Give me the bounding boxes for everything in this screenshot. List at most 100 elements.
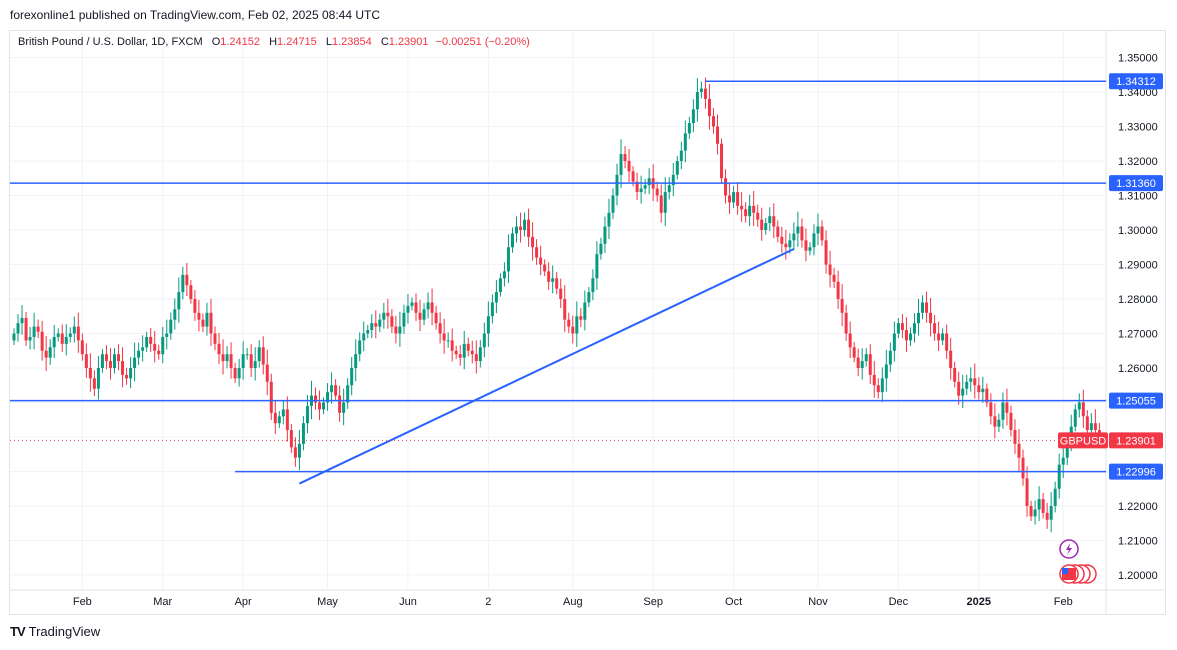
candle-body[interactable] <box>221 354 225 362</box>
candle-body[interactable] <box>442 333 446 341</box>
candle-body[interactable] <box>426 302 430 310</box>
candle-body[interactable] <box>937 333 941 341</box>
candle-body[interactable] <box>683 133 687 151</box>
candle-body[interactable] <box>820 226 824 241</box>
candle-body[interactable] <box>776 226 780 237</box>
candle-body[interactable] <box>724 178 728 196</box>
candle-body[interactable] <box>884 364 888 379</box>
candle-body[interactable] <box>398 326 402 334</box>
candle-body[interactable] <box>438 323 442 334</box>
candle-body[interactable] <box>740 205 744 210</box>
candle-body[interactable] <box>732 192 736 203</box>
candle-body[interactable] <box>117 354 121 362</box>
candle-body[interactable] <box>293 447 297 458</box>
candle-body[interactable] <box>780 236 784 244</box>
candle-body[interactable] <box>571 326 575 334</box>
candle-body[interactable] <box>338 395 342 413</box>
candle-body[interactable] <box>997 419 1001 427</box>
candle-body[interactable] <box>350 368 354 386</box>
candle-body[interactable] <box>342 402 346 413</box>
candle-body[interactable] <box>322 402 326 410</box>
candle-body[interactable] <box>374 323 378 327</box>
candle-body[interactable] <box>157 350 161 355</box>
candle-body[interactable] <box>225 354 229 362</box>
candle-body[interactable] <box>201 319 205 327</box>
candle-body[interactable] <box>1077 402 1081 410</box>
candle-body[interactable] <box>470 350 474 355</box>
candle-body[interactable] <box>486 316 490 334</box>
candle-body[interactable] <box>48 347 52 358</box>
candle-body[interactable] <box>257 347 261 362</box>
candle-body[interactable] <box>113 354 116 368</box>
candle-body[interactable] <box>587 292 591 303</box>
candle-body[interactable] <box>189 285 193 299</box>
candle-body[interactable] <box>760 219 764 230</box>
candle-body[interactable] <box>711 116 715 127</box>
candle-body[interactable] <box>314 395 317 403</box>
candle-body[interactable] <box>1057 464 1061 489</box>
candle-body[interactable] <box>169 319 173 334</box>
candle-body[interactable] <box>346 385 350 403</box>
candle-body[interactable] <box>233 368 237 379</box>
candle-body[interactable] <box>502 271 506 279</box>
candle-body[interactable] <box>603 226 607 244</box>
candle-body[interactable] <box>728 195 732 203</box>
candle-body[interactable] <box>414 302 418 313</box>
candle-body[interactable] <box>840 299 844 313</box>
candle-body[interactable] <box>1001 402 1005 420</box>
candle-body[interactable] <box>736 192 740 206</box>
candle-body[interactable] <box>804 240 808 251</box>
candle-body[interactable] <box>551 278 555 282</box>
candle-body[interactable] <box>876 385 880 393</box>
candle-body[interactable] <box>161 336 165 355</box>
candle-body[interactable] <box>506 247 510 272</box>
candle-body[interactable] <box>687 123 691 134</box>
candle-body[interactable] <box>478 347 482 362</box>
candle-body[interactable] <box>410 302 414 306</box>
candle-body[interactable] <box>12 333 16 341</box>
candle-body[interactable] <box>989 402 993 417</box>
candle-body[interactable] <box>193 299 197 313</box>
candle-body[interactable] <box>973 378 977 386</box>
candle-body[interactable] <box>281 409 285 417</box>
candle-body[interactable] <box>390 316 394 327</box>
candle-body[interactable] <box>265 364 269 382</box>
candle-body[interactable] <box>764 223 768 230</box>
candle-body[interactable] <box>691 109 695 124</box>
candle-body[interactable] <box>1065 440 1069 458</box>
candle-body[interactable] <box>173 309 177 320</box>
candle-body[interactable] <box>1093 423 1097 431</box>
candle-body[interactable] <box>153 343 157 351</box>
candle-body[interactable] <box>1025 478 1029 506</box>
candle-body[interactable] <box>559 288 563 299</box>
candle-body[interactable] <box>607 212 611 227</box>
candle-body[interactable] <box>892 333 896 351</box>
candle-body[interactable] <box>591 278 595 293</box>
candle-body[interactable] <box>523 219 527 230</box>
candle-body[interactable] <box>856 357 860 368</box>
candle-body[interactable] <box>1029 506 1033 517</box>
candle-body[interactable] <box>595 254 599 279</box>
candle-body[interactable] <box>599 243 603 255</box>
candle-body[interactable] <box>647 178 651 186</box>
candle-body[interactable] <box>92 378 96 389</box>
candle-body[interactable] <box>623 154 627 161</box>
candle-body[interactable] <box>929 312 933 324</box>
candle-body[interactable] <box>366 330 370 334</box>
candle-body[interactable] <box>462 343 466 358</box>
candle-body[interactable] <box>945 333 949 351</box>
candle-body[interactable] <box>844 312 848 334</box>
candle-body[interactable] <box>836 281 840 299</box>
candle-body[interactable] <box>490 302 494 317</box>
candle-body[interactable] <box>24 317 28 341</box>
candle-body[interactable] <box>434 312 438 324</box>
candle-body[interactable] <box>921 302 925 313</box>
candle-body[interactable] <box>458 354 462 358</box>
candle-body[interactable] <box>864 354 868 362</box>
candle-body[interactable] <box>108 361 112 368</box>
candle-body[interactable] <box>305 405 309 424</box>
tradingview-brand[interactable]: TV TradingView <box>10 624 100 639</box>
candle-body[interactable] <box>619 154 623 175</box>
candle-body[interactable] <box>129 368 133 379</box>
candle-body[interactable] <box>269 381 273 413</box>
